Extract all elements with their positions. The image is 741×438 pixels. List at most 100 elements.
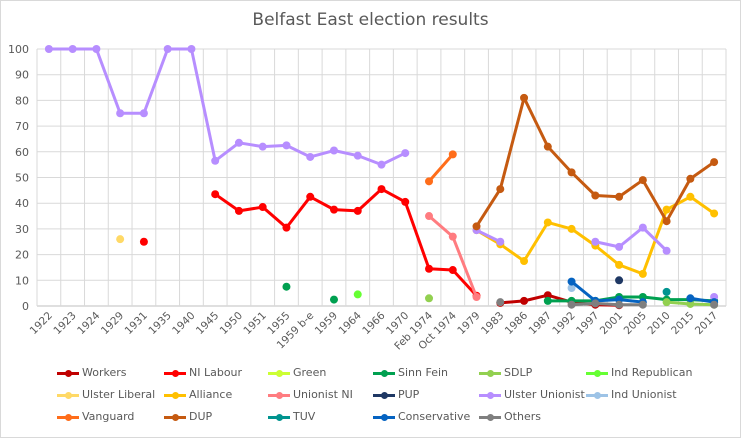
y-tick-label: 10 <box>15 274 29 287</box>
data-point-sdlp <box>686 299 695 308</box>
data-point-unionist-ni <box>472 293 481 302</box>
x-tick-label: 1945 <box>194 310 221 337</box>
data-point-ulster-unionist <box>68 45 77 53</box>
data-point-vanguard <box>425 177 434 186</box>
y-tick-label: 50 <box>15 172 29 185</box>
y-tick-label: 40 <box>15 197 29 210</box>
data-point-sdlp <box>662 298 671 307</box>
data-point-alliance <box>686 192 695 201</box>
legend-item: Vanguard <box>57 410 134 423</box>
data-point-ulster-unionist <box>258 142 267 151</box>
x-tick-label: 2015 <box>669 310 696 337</box>
data-point-ulster-unionist <box>211 156 220 165</box>
data-point-unionist-ni <box>448 232 457 241</box>
legend-item: Unionist NI <box>268 388 353 401</box>
legend-label: Ulster Liberal <box>82 388 156 401</box>
data-point-others <box>567 300 576 309</box>
data-point-dup <box>567 168 576 177</box>
legend-item: Others <box>479 410 541 423</box>
series-line-ulster-unionist <box>475 228 501 244</box>
data-point-unionist-ni <box>425 212 434 221</box>
x-tick-label: 2001 <box>598 310 625 337</box>
x-tick-label: 1983 <box>479 310 506 337</box>
legend-label: TUV <box>293 410 316 423</box>
data-point-ni-labour <box>306 192 315 201</box>
series-line-ulster-unionist <box>595 226 668 252</box>
legend-swatch <box>164 412 186 422</box>
x-tick-label: 2017 <box>693 310 720 337</box>
legend-item: Green <box>268 366 326 379</box>
data-point-ulster-unionist <box>116 109 125 118</box>
legend-swatch <box>268 412 290 422</box>
legend-swatch <box>57 368 79 378</box>
x-tick-label: 1959 <box>313 310 340 337</box>
data-point-ulster-unionist <box>282 141 291 150</box>
legend-swatch <box>373 390 395 400</box>
data-point-ulster-unionist <box>615 242 624 251</box>
data-point-ni-labour <box>425 264 434 273</box>
data-point-ulster-unionist <box>92 45 101 53</box>
legend-swatch <box>164 390 186 400</box>
data-point-ni-labour <box>139 237 148 246</box>
legend-label: Green <box>293 366 327 379</box>
data-point-ulster-unionist <box>638 223 647 232</box>
data-point-ulster-unionist <box>377 160 386 169</box>
x-tick-label: 1931 <box>123 310 150 337</box>
data-point-ulster-unionist <box>44 45 53 53</box>
legend-swatch <box>57 412 79 422</box>
legend-label: DUP <box>189 410 213 423</box>
data-point-dup <box>615 192 624 201</box>
legend-swatch <box>479 368 501 378</box>
data-point-ulster-unionist <box>496 237 505 246</box>
data-point-pup <box>615 276 624 285</box>
legend-label: Alliance <box>189 388 233 401</box>
data-point-dup <box>543 142 552 151</box>
data-point-ulster-unionist <box>187 45 196 53</box>
data-point-others <box>496 298 505 307</box>
x-tick-label: 1979 <box>455 310 482 337</box>
x-tick-label: 2010 <box>645 310 672 337</box>
legend-item: Conservative <box>373 410 470 423</box>
data-point-dup <box>662 217 671 226</box>
x-tick-label: 1929 <box>99 310 126 337</box>
legend-item: NI Labour <box>164 366 242 379</box>
data-point-alliance <box>543 218 552 227</box>
data-point-ulster-unionist <box>329 146 338 155</box>
data-point-alliance <box>567 224 576 233</box>
legend-item: Ind Unionist <box>586 388 677 401</box>
legend-swatch <box>373 412 395 422</box>
data-point-sinn-fein <box>329 295 338 304</box>
chart-title: Belfast East election results <box>252 10 489 30</box>
data-point-ulster-unionist <box>139 109 148 118</box>
data-point-ulster-unionist <box>662 246 671 255</box>
legend-item: Ulster Liberal <box>57 388 155 401</box>
data-point-workers <box>520 296 529 305</box>
y-tick-label: 20 <box>15 249 29 262</box>
legend-label: Ulster Unionist <box>504 388 585 401</box>
series-line-unionist-ni <box>428 214 478 298</box>
data-point-ind-unionist <box>567 284 576 293</box>
data-point-others <box>615 300 624 309</box>
legend-label: PUP <box>398 388 420 401</box>
legend-label: Sinn Fein <box>398 366 448 379</box>
y-tick-label: 60 <box>15 146 29 159</box>
legend-item: Sinn Fein <box>373 366 448 379</box>
data-point-alliance <box>662 205 671 214</box>
x-tick-label: 1951 <box>241 310 268 337</box>
legend-item: DUP <box>164 410 212 423</box>
data-point-ni-labour <box>329 205 338 214</box>
data-point-ulster-unionist <box>306 152 315 161</box>
x-tick-label: 1986 <box>503 309 531 337</box>
data-point-ind-republican <box>353 290 362 299</box>
legend-item: TUV <box>268 410 315 423</box>
data-point-alliance <box>710 209 719 218</box>
data-point-ulster-unionist <box>401 149 410 158</box>
data-point-ni-labour <box>377 185 386 194</box>
x-tick-label: 1964 <box>336 309 364 337</box>
data-point-dup <box>638 176 647 185</box>
data-point-conservative <box>567 277 576 286</box>
x-tick-label: 1935 <box>146 310 173 337</box>
legend-swatch <box>268 368 290 378</box>
